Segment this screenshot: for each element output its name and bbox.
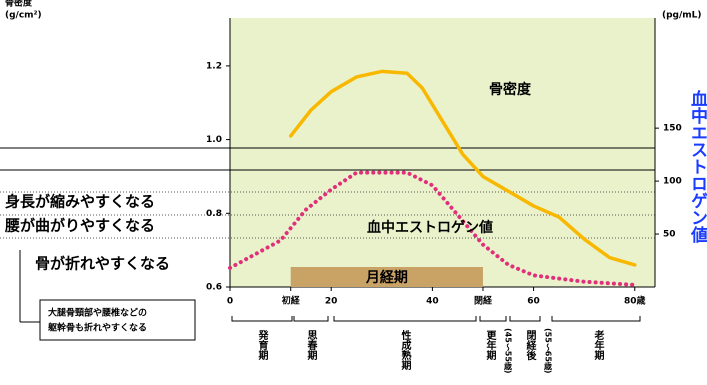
stage: 閉経後	[524, 330, 536, 361]
y-tick-label: 1.2	[206, 61, 222, 71]
stage: 老年期	[592, 329, 605, 361]
x-tick-label: 閉経	[474, 295, 493, 307]
stage-brackets	[231, 316, 641, 322]
x-tick-label: 0	[227, 297, 233, 307]
x-tick-label: 60	[527, 297, 540, 307]
stage: 性成熟期	[399, 329, 412, 371]
stage: 思春期	[305, 330, 317, 361]
note: 躯幹骨も折れやすくなる	[47, 322, 147, 334]
menstrual-label: 月経期	[365, 269, 408, 286]
stage-sub: (45〜55歳)	[504, 328, 513, 374]
series-label: 血中エストロゲン値	[367, 219, 493, 236]
series-label: 骨密度	[489, 81, 532, 98]
x-tick-label: 20	[325, 297, 338, 307]
stage-sub: (55〜65歳)	[544, 328, 553, 374]
y-label: 骨密度	[5, 0, 33, 9]
y-tick-label: 0.8	[206, 209, 222, 219]
effect: 身長が縮みやすくなる	[5, 193, 155, 211]
effect: 腰が曲がりやすくなる	[4, 217, 155, 235]
y-tick-label: 1.0	[206, 135, 222, 145]
stage: 更年期	[484, 330, 496, 361]
series-line	[288, 69, 637, 267]
y-unit: (g/cm²)	[5, 11, 42, 21]
effect: 骨が折れやすくなる	[35, 255, 170, 273]
y2-unit: (pg/mL)	[662, 11, 702, 21]
stage: 発育期	[256, 329, 269, 361]
y2-label: 血中エストロゲン値	[687, 89, 707, 244]
x-tick-label: 40	[426, 297, 439, 307]
series-line	[228, 170, 637, 287]
x-tick-label: 初経	[282, 295, 301, 307]
menstrual-bar	[290, 267, 483, 287]
x-tick-label: 80歳	[624, 295, 646, 307]
y-tick-label: 0.6	[206, 283, 222, 293]
y2-tick-label: 150	[663, 124, 682, 134]
y2-tick-label: 50	[663, 230, 676, 240]
y2-tick-label: 100	[663, 177, 682, 187]
plot-area	[230, 18, 655, 287]
note: 大腿骨頸部や腰椎などの	[48, 307, 147, 319]
